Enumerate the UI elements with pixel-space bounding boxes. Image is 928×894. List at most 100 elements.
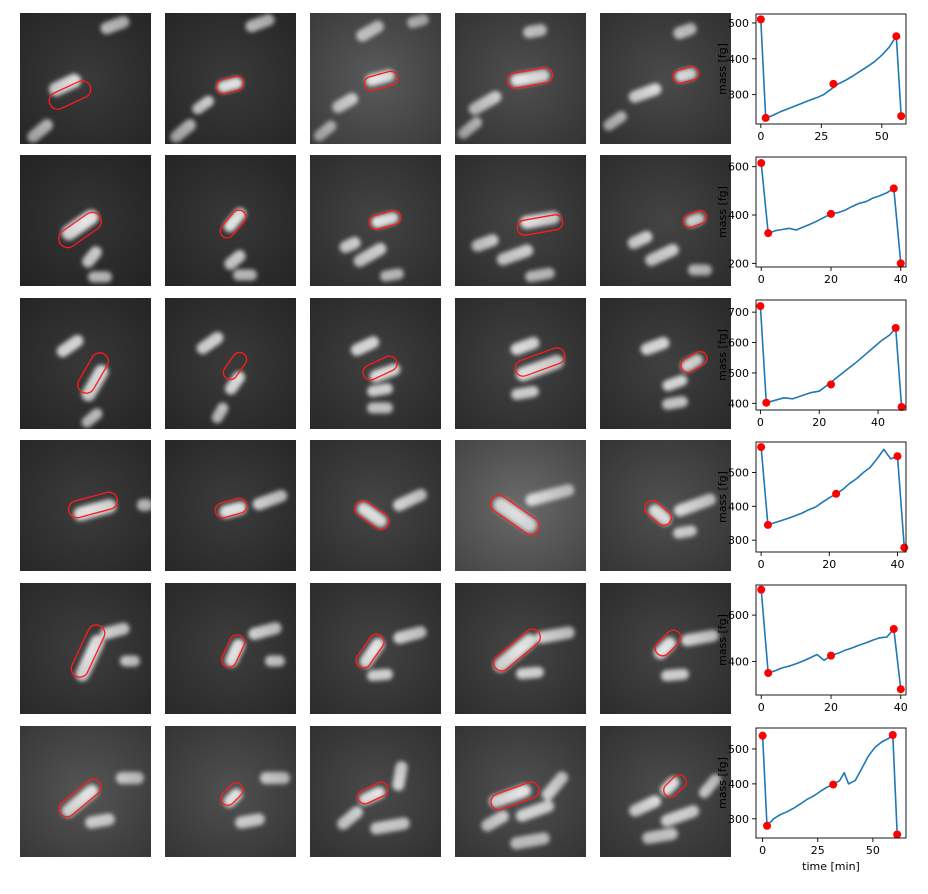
segmentation-outline: [514, 347, 566, 377]
y-tick-label: 500: [728, 466, 749, 479]
y-tick-label: 400: [728, 209, 749, 222]
event-marker: [763, 821, 772, 830]
segmentation-outline: [70, 624, 106, 678]
micrograph-tile: [310, 726, 441, 857]
event-marker: [891, 323, 900, 332]
micrograph-tile: [455, 583, 586, 714]
axes-frame: [755, 584, 907, 696]
x-tick-label: 25: [814, 130, 828, 143]
segmentation-outline: [220, 634, 246, 668]
event-marker: [761, 113, 770, 122]
event-marker: [889, 625, 898, 633]
x-tick-label: 0: [758, 701, 765, 714]
event-marker: [757, 159, 766, 168]
micrograph-tile: [165, 13, 296, 144]
event-marker: [893, 452, 902, 461]
y-axis-label: mass [fg]: [716, 471, 729, 523]
micrograph-tile: [20, 13, 151, 144]
segmentation-outline: [654, 629, 682, 657]
segmentation-outline: [222, 351, 248, 381]
micrograph-tile: [600, 583, 731, 714]
y-axis-label: mass [fg]: [716, 43, 729, 95]
segmentation-outline: [77, 352, 109, 394]
event-marker: [896, 259, 905, 268]
segmentation-outline: [357, 781, 389, 805]
segmentation-outline: [354, 500, 390, 530]
y-tick-label: 700: [728, 306, 749, 319]
micrograph-tile: [310, 13, 441, 144]
segmentation-outline: [67, 491, 119, 519]
segmentation-outline: [362, 355, 398, 381]
x-tick-label: 40: [894, 273, 908, 286]
y-tick-label: 500: [728, 17, 749, 30]
micrograph-tile: [165, 440, 296, 571]
event-marker: [829, 79, 838, 88]
micrograph-tile: [165, 726, 296, 857]
mass-series-line: [759, 306, 903, 408]
segmentation-outline: [215, 75, 245, 95]
x-tick-label: 50: [875, 130, 889, 143]
x-tick-label: 40: [890, 558, 904, 571]
x-tick-label: 20: [812, 416, 826, 429]
x-tick-label: 0: [758, 273, 765, 286]
y-tick-label: 400: [728, 500, 749, 513]
x-tick-label: 0: [757, 416, 764, 429]
y-tick-label: 500: [728, 743, 749, 756]
event-marker: [764, 669, 773, 677]
micrograph-tile: [310, 155, 441, 286]
mass-plot: 0 20 40 400 600 mass [fg]: [700, 575, 928, 721]
y-tick-label: 400: [728, 655, 749, 668]
segmentation-outline: [363, 70, 399, 92]
segmentation-outline: [48, 80, 92, 110]
event-marker: [764, 229, 773, 238]
micrograph-tile: [20, 726, 151, 857]
y-axis-label: mass [fg]: [716, 329, 729, 381]
x-tick-label: 20: [824, 701, 838, 714]
axes-frame: [755, 13, 907, 125]
event-marker: [827, 209, 835, 218]
micrograph-tile: [310, 298, 441, 429]
micrograph-tile: [600, 298, 731, 429]
x-tick-label: 40: [871, 416, 885, 429]
mass-series-line: [760, 589, 902, 690]
micrograph-tile: [455, 726, 586, 857]
micrograph-tile: [455, 13, 586, 144]
event-marker: [757, 443, 766, 452]
x-tick-label: 40: [894, 701, 908, 714]
y-tick-label: 400: [728, 778, 749, 791]
micrograph-tile: [20, 155, 151, 286]
event-marker: [762, 398, 771, 407]
event-marker: [896, 685, 905, 694]
y-tick-label: 500: [728, 367, 749, 380]
micrograph-tile: [455, 440, 586, 571]
micrograph-tile: [600, 13, 731, 144]
mass-series-line: [760, 447, 906, 548]
event-marker: [827, 380, 835, 389]
micrograph-tile: [455, 155, 586, 286]
segmentation-outline: [516, 214, 564, 236]
segmentation-outline: [506, 67, 554, 89]
event-marker: [897, 402, 906, 411]
x-tick-label: 50: [866, 844, 880, 857]
x-tick-label: 0: [757, 130, 764, 143]
y-tick-label: 600: [728, 609, 749, 622]
y-axis-label: mass [fg]: [716, 757, 729, 809]
segmentation-outline: [490, 781, 540, 811]
y-tick-label: 300: [728, 89, 749, 102]
y-axis-label: mass [fg]: [716, 186, 729, 238]
x-axis-label: time [min]: [802, 860, 860, 873]
event-marker: [756, 15, 765, 24]
micrograph-tile: [310, 440, 441, 571]
event-marker: [888, 730, 897, 739]
micrograph-tile: [20, 440, 151, 571]
x-tick-label: 25: [811, 844, 825, 857]
event-marker: [897, 112, 906, 121]
event-marker: [827, 651, 835, 660]
segmentation-outline: [58, 778, 102, 818]
event-marker: [889, 184, 898, 193]
segmentation-outline: [493, 628, 541, 672]
micrograph-tile: [600, 440, 731, 571]
event-marker: [756, 302, 765, 311]
x-tick-label: 20: [822, 558, 836, 571]
